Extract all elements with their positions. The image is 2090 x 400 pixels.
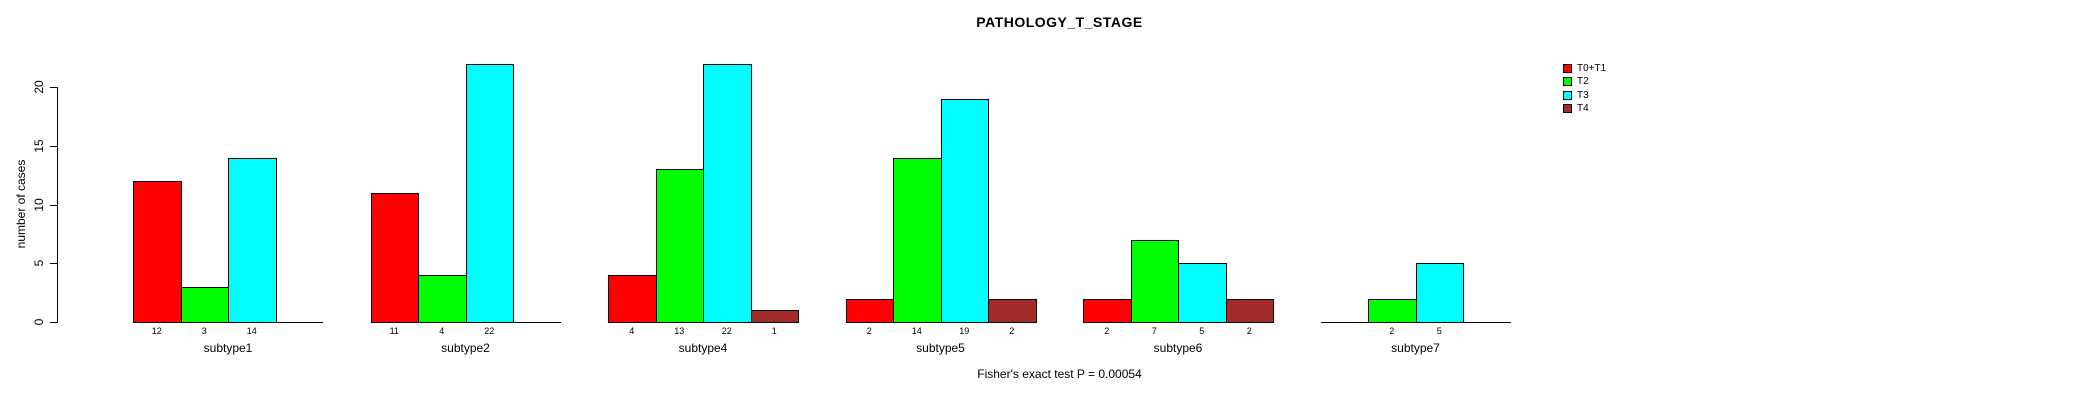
bar-subtype2-T0+T1 <box>370 192 419 323</box>
bar-subtype2-T2 <box>418 275 467 323</box>
bar-value-label: 12 <box>151 326 162 336</box>
bar-subtype5-T4 <box>988 298 1037 323</box>
y-tick-label: 20 <box>32 80 46 94</box>
y-tick-label: 5 <box>32 259 46 267</box>
bar-subtype1-T0+T1 <box>133 181 182 323</box>
y-tick-line <box>50 204 57 206</box>
bar-value-label: 11 <box>389 326 399 336</box>
bar-value-label: 2 <box>1104 326 1110 336</box>
bar-subtype1-T3 <box>228 157 277 323</box>
bar-subtype7-T3 <box>1415 263 1464 323</box>
bar-value-label: 19 <box>959 326 970 336</box>
bar-subtype6-T0+T1 <box>1083 298 1132 323</box>
legend-label: T0+T1 <box>1577 63 1607 74</box>
bar-subtype4-T3 <box>703 63 752 323</box>
bar-value-label: 2 <box>1246 326 1252 336</box>
x-category-label: subtype6 <box>1153 341 1203 355</box>
bar-value-label: 5 <box>1199 326 1205 336</box>
bar-subtype5-T2 <box>893 157 942 323</box>
bar-value-label: 4 <box>439 326 445 336</box>
bar-value-label: 2 <box>1389 326 1395 336</box>
bar-subtype5-T0+T1 <box>845 298 894 323</box>
y-tick-line <box>50 87 57 88</box>
bar-value-label: 14 <box>246 326 257 336</box>
legend-label: T4 <box>1577 103 1589 115</box>
chart-title: PATHOLOGY_T_STAGE <box>976 14 1143 30</box>
y-tick-label: 15 <box>32 139 46 153</box>
y-axis-label: number of cases <box>14 159 28 249</box>
y-tick-line <box>50 263 57 265</box>
y-tick-line <box>50 322 57 323</box>
bar-value-label: 22 <box>484 326 495 336</box>
bar-value-label: 1 <box>771 326 777 336</box>
bar-subtype6-T4 <box>1225 298 1274 323</box>
bar-subtype4-T0+T1 <box>608 275 657 323</box>
legend-swatch-icon <box>1563 90 1572 100</box>
bar-subtype2-T3 <box>465 63 514 323</box>
y-axis-line <box>57 87 58 323</box>
bar-value-label: 22 <box>721 326 732 336</box>
bar-value-label: 3 <box>201 326 207 336</box>
bar-subtype6-T2 <box>1130 239 1179 323</box>
x-category-label: subtype1 <box>203 341 253 355</box>
x-category-label: subtype5 <box>916 341 965 355</box>
x-category-label: subtype2 <box>441 341 490 355</box>
bar-value-label: 7 <box>1151 326 1157 336</box>
bar-value-label: 5 <box>1436 326 1442 336</box>
bar-value-label: 2 <box>1009 326 1015 336</box>
bar-value-label: 14 <box>911 326 922 336</box>
bar-subtype6-T3 <box>1178 263 1227 323</box>
bar-subtype5-T3 <box>940 98 989 323</box>
legend-swatch-icon <box>1563 104 1572 114</box>
legend-label: T2 <box>1577 76 1589 88</box>
bar-subtype4-T4 <box>750 310 799 323</box>
footer-note: Fisher's exact test P = 0.00054 <box>977 367 1142 381</box>
bar-value-label: 2 <box>866 326 872 336</box>
x-category-label: subtype7 <box>1391 341 1440 355</box>
legend-swatch-icon <box>1563 64 1572 73</box>
legend-label: T3 <box>1577 89 1589 101</box>
y-tick-label: 0 <box>32 318 46 326</box>
x-category-label: subtype4 <box>678 341 728 355</box>
bar-value-label: 13 <box>674 326 685 336</box>
bar-subtype4-T2 <box>655 169 704 323</box>
y-tick-label: 10 <box>32 197 46 212</box>
bar-subtype1-T2 <box>180 286 229 323</box>
legend-swatch-icon <box>1563 77 1572 87</box>
bar-subtype7-T2 <box>1368 298 1417 323</box>
y-tick-line <box>50 145 57 147</box>
bar-value-label: 4 <box>629 326 635 336</box>
